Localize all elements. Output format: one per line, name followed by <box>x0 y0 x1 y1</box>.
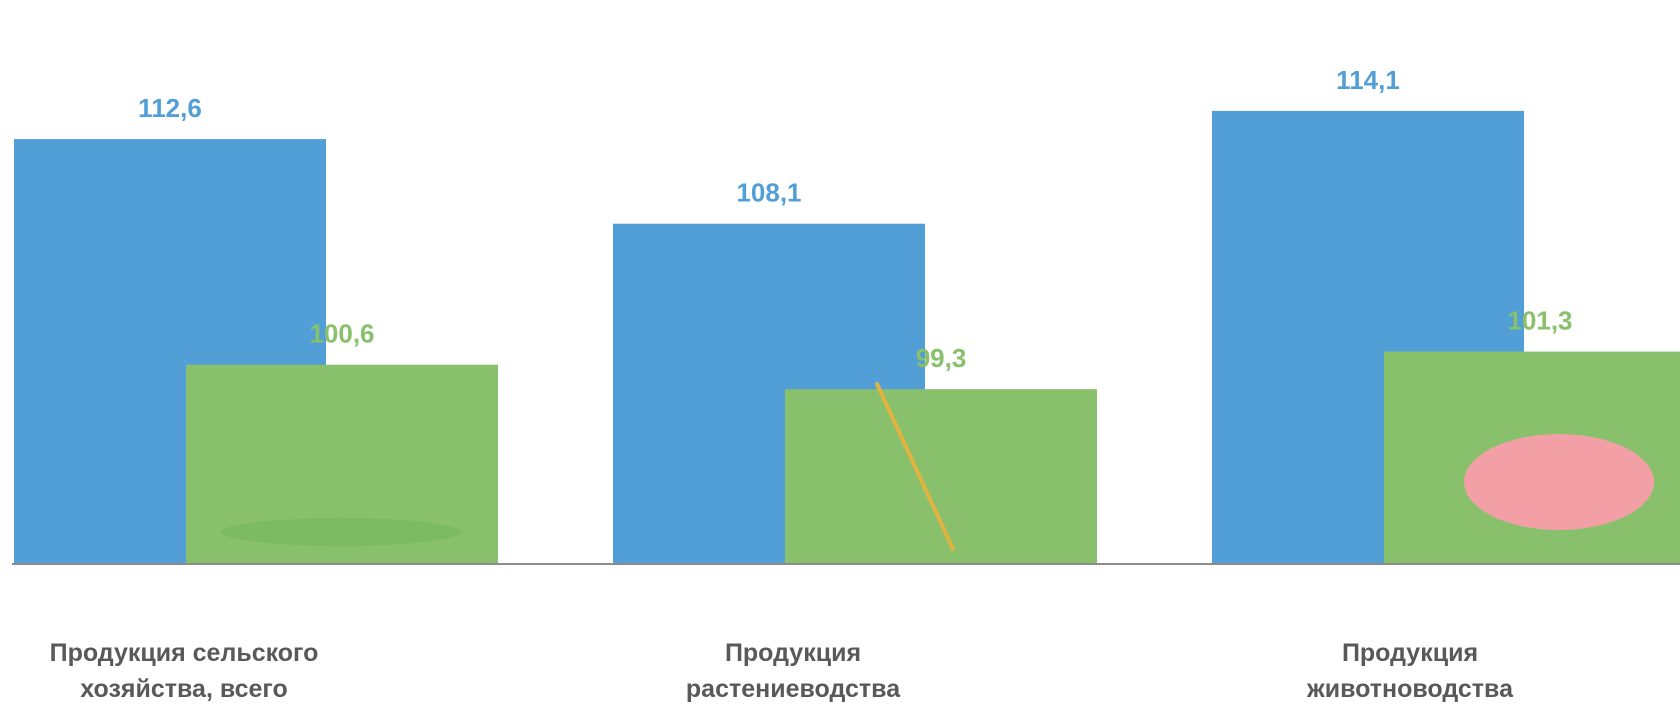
value-label-series2-1: 100,6 <box>309 319 374 349</box>
value-label-series1-2: 108,1 <box>736 178 801 208</box>
value-label-series1-3: 114,1 <box>1336 65 1400 95</box>
bars <box>14 110 1680 565</box>
value-label-series2-3: 101,3 <box>1507 306 1572 336</box>
wheat-pea-icon <box>875 382 955 551</box>
category-label-1: Продукция сельского хозяйства, всего <box>4 635 364 707</box>
category-label-line: хозяйства, всего <box>80 675 288 703</box>
category-label-line: растениеводства <box>685 675 901 703</box>
category-label-line: Продукция <box>724 639 862 667</box>
bar-series2-2 <box>785 389 1097 564</box>
value-labels: 112,6 100,6 108,1 99,3 114,1 101,3 <box>138 65 1572 373</box>
category-label-line: Продукция <box>1341 639 1479 667</box>
category-label-3: Продукция животноводства <box>1230 635 1590 707</box>
bar-icons <box>221 382 1654 551</box>
pig-icon <box>1464 434 1654 530</box>
value-label-series1-1: 112,6 <box>138 93 202 123</box>
category-label-line: животноводства <box>1306 675 1513 703</box>
category-label-line: Продукция сельского <box>49 639 319 667</box>
farm-factory-icon <box>221 518 461 546</box>
value-label-series2-2: 99,3 <box>916 343 967 373</box>
category-label-2: Продукция растениеводства <box>613 635 973 707</box>
